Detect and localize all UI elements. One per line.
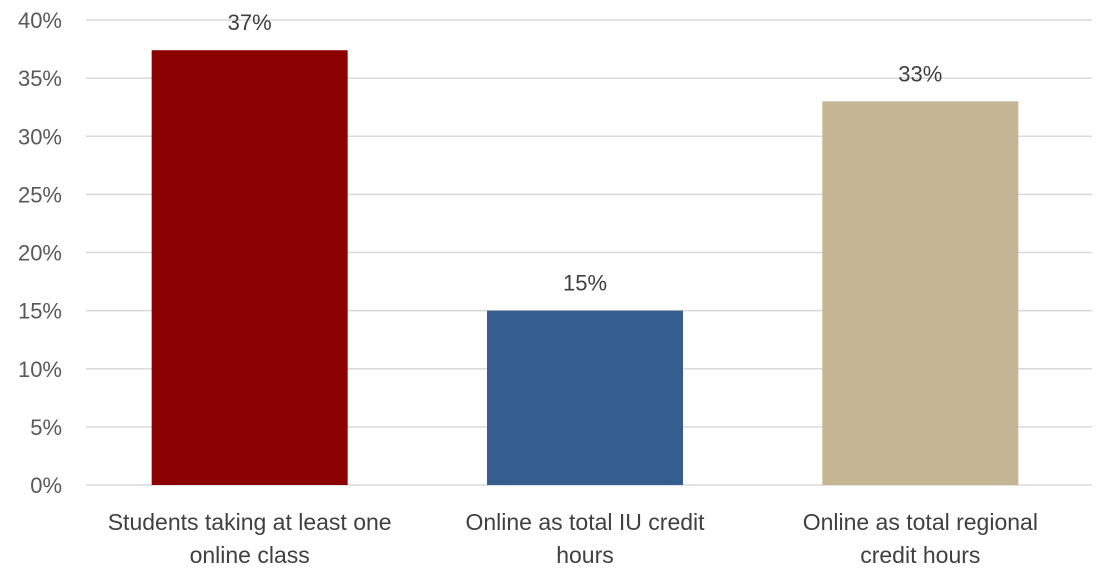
category-label: credit hours [860, 542, 980, 568]
y-tick-label: 0% [30, 473, 62, 498]
category-label: Students taking at least one [108, 509, 392, 535]
y-tick-label: 25% [18, 182, 62, 207]
y-tick-label: 40% [18, 8, 62, 33]
bars [151, 50, 1019, 485]
data-label: 33% [898, 61, 942, 86]
data-label: 37% [228, 10, 272, 35]
y-tick-label: 20% [18, 241, 62, 266]
bar [151, 50, 348, 485]
y-tick-label: 15% [18, 299, 62, 324]
category-label: online class [190, 542, 310, 568]
bar [487, 310, 683, 485]
y-tick-label: 35% [18, 66, 62, 91]
category-labels: Students taking at least one online class… [108, 509, 1038, 568]
category-label: hours [556, 542, 614, 568]
y-axis-tick-labels: 0% 5% 10% 15% 20% 25% 30% 35% 40% [18, 8, 62, 498]
category-label: Online as total IU credit [465, 509, 705, 535]
y-tick-label: 5% [30, 415, 62, 440]
category-label: Online as total regional [803, 509, 1038, 535]
bar [822, 101, 1019, 485]
y-tick-label: 10% [18, 357, 62, 382]
y-tick-label: 30% [18, 124, 62, 149]
data-labels: 37% 15% 33% [228, 10, 943, 295]
data-label: 15% [563, 271, 607, 296]
